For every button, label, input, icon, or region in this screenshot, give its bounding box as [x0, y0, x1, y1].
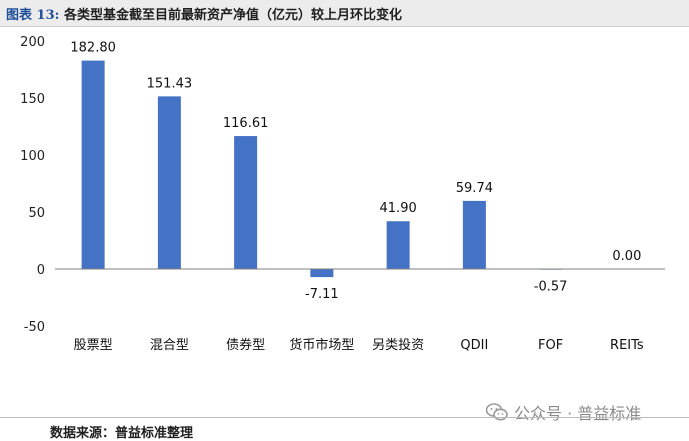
data-source: 数据来源：普益标准整理	[50, 426, 194, 441]
y-tick-label: 50	[28, 206, 45, 221]
bar	[310, 269, 334, 278]
y-tick-label: 100	[20, 149, 45, 164]
y-tick-label: -50	[24, 320, 45, 335]
x-category-label: 另类投资	[372, 337, 424, 353]
source-divider	[0, 417, 689, 418]
x-category-label: 债券型	[226, 337, 265, 353]
x-category-label: REITs	[610, 338, 644, 353]
chart-title: 图表 13: 各类型基金截至目前最新资产净值（亿元）较上月环比变化	[6, 4, 402, 23]
data-label: 59.74	[456, 181, 493, 196]
bar	[386, 221, 410, 269]
y-tick-label: 150	[20, 92, 45, 107]
figure-title: 各类型基金截至目前最新资产净值（亿元）较上月环比变化	[63, 8, 402, 23]
x-category-label: 股票型	[74, 338, 113, 353]
x-category-label: QDII	[460, 338, 488, 353]
data-label: -7.11	[305, 287, 339, 302]
bar-chart: 200 150 100 50 0 -50 182.80 151.43 116.61 -7.11 41…	[20, 35, 665, 353]
y-tick-label: 0	[37, 263, 45, 278]
data-label: 182.80	[70, 41, 116, 56]
bar	[234, 136, 258, 269]
chart-title-bar: 图表 13: 各类型基金截至目前最新资产净值（亿元）较上月环比变化	[0, 0, 689, 27]
bar	[157, 96, 181, 269]
watermark-text: 公众号 · 普益标准	[514, 404, 642, 423]
x-category-label: FOF	[538, 338, 563, 353]
wechat-icon	[485, 403, 508, 421]
watermark: 公众号 · 普益标准	[485, 402, 642, 423]
data-label: 116.61	[223, 116, 269, 131]
bar	[81, 60, 105, 269]
figure-number: 图表 13:	[6, 8, 60, 23]
bar	[462, 200, 486, 269]
x-category-label: 货币市场型	[289, 337, 354, 353]
data-label: -0.57	[534, 280, 568, 295]
data-label: 41.90	[380, 201, 417, 216]
y-tick-label: 200	[20, 35, 45, 50]
data-label: 0.00	[612, 249, 641, 264]
x-category-label: 混合型	[150, 338, 189, 353]
data-label: 151.43	[147, 76, 193, 91]
